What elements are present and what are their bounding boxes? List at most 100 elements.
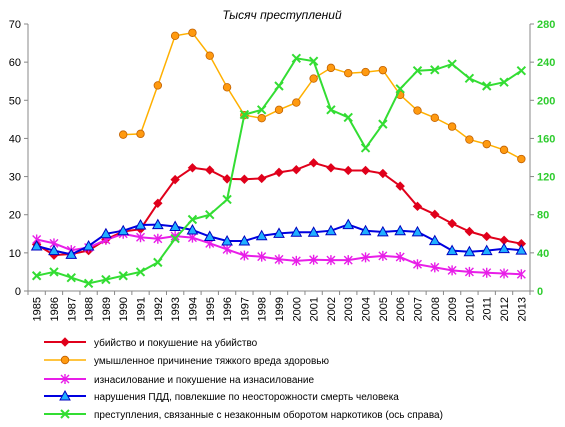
data-point xyxy=(464,266,474,277)
data-point xyxy=(343,255,353,266)
data-point xyxy=(274,81,284,91)
data-point xyxy=(119,130,128,139)
data-point xyxy=(83,278,94,289)
x-tick-label: 1985 xyxy=(32,297,44,321)
data-point xyxy=(66,272,76,283)
legend-label: изнасилование и покушение на изнасилован… xyxy=(94,375,315,386)
x-tick-label: 1998 xyxy=(257,297,269,321)
data-point xyxy=(430,113,439,123)
data-point xyxy=(153,81,163,90)
data-point xyxy=(464,73,475,84)
data-point xyxy=(447,122,457,131)
data-point xyxy=(291,53,302,64)
data-point xyxy=(447,265,457,276)
x-tick-label: 1993 xyxy=(170,297,182,321)
data-point xyxy=(239,174,250,184)
data-point xyxy=(239,250,249,261)
x-tick-label: 1999 xyxy=(274,297,286,321)
data-point xyxy=(187,214,198,225)
x-tick-label: 1994 xyxy=(187,297,199,321)
data-point xyxy=(203,230,216,241)
data-point xyxy=(412,66,423,76)
legend-marker xyxy=(60,374,70,384)
x-tick-label: 1988 xyxy=(84,297,96,321)
data-point xyxy=(516,269,526,280)
y-left-tick-label: 20 xyxy=(9,210,21,222)
data-point xyxy=(326,105,336,115)
data-point xyxy=(153,233,163,244)
x-tick-label: 2008 xyxy=(430,297,442,321)
y-left-tick-label: 40 xyxy=(9,133,21,145)
data-point xyxy=(430,65,440,75)
data-point xyxy=(447,218,457,229)
data-point xyxy=(430,262,440,273)
data-point xyxy=(326,63,336,73)
data-point xyxy=(257,251,267,262)
data-point xyxy=(222,174,232,184)
x-tick-label: 2011 xyxy=(482,297,494,321)
x-tick-label: 2001 xyxy=(309,297,321,321)
x-tick-label: 1997 xyxy=(239,297,251,321)
y-right-tick-label: 160 xyxy=(537,133,555,145)
data-point xyxy=(378,65,388,75)
data-point xyxy=(100,227,112,239)
data-point xyxy=(326,255,336,266)
series-4 xyxy=(31,53,527,289)
x-tick-label: 2007 xyxy=(412,297,424,321)
y-axis-right-ticks: 0 40 80 120 160 200 240 280 xyxy=(530,19,555,298)
data-point xyxy=(411,225,424,237)
data-point xyxy=(49,267,59,277)
data-point xyxy=(153,198,163,208)
legend-label: убийство и покушение на убийство xyxy=(94,337,258,349)
data-point xyxy=(344,69,353,78)
data-point xyxy=(482,81,492,91)
y-left-tick-label: 70 xyxy=(9,19,21,31)
data-point xyxy=(222,244,232,255)
y-right-tick-label: 200 xyxy=(537,95,555,107)
data-point xyxy=(482,267,492,278)
data-point xyxy=(516,66,527,76)
data-point xyxy=(30,239,43,251)
data-point xyxy=(274,105,284,115)
data-point xyxy=(361,252,371,263)
data-point xyxy=(517,154,526,164)
data-point xyxy=(412,201,423,212)
chart-title: Тысяч преступлений xyxy=(222,8,342,22)
data-point xyxy=(170,31,180,41)
data-point xyxy=(378,168,388,179)
y-left-tick-label: 30 xyxy=(9,172,21,184)
chart-legend: убийство и покушение на убийство умышленн… xyxy=(44,337,443,421)
legend-entry: убийство и покушение на убийство xyxy=(44,337,258,349)
data-point xyxy=(205,165,215,175)
data-point xyxy=(186,223,199,235)
data-point xyxy=(482,231,492,242)
data-point xyxy=(463,245,476,257)
data-point xyxy=(342,218,355,230)
data-point xyxy=(257,114,266,123)
data-point xyxy=(136,232,146,243)
series-3 xyxy=(30,218,528,259)
data-point xyxy=(65,248,78,259)
data-point xyxy=(430,209,440,220)
data-point xyxy=(101,274,111,285)
data-point xyxy=(169,220,181,232)
x-tick-label: 2013 xyxy=(516,297,528,321)
data-point xyxy=(394,224,407,236)
x-tick-label: 1989 xyxy=(101,297,113,321)
legend-label: преступления, связанные с незаконным обо… xyxy=(94,409,443,421)
data-point xyxy=(256,105,267,115)
data-point xyxy=(395,84,405,94)
plot-area xyxy=(30,28,528,289)
data-point xyxy=(413,106,422,115)
data-point xyxy=(515,244,528,255)
data-point xyxy=(447,59,457,69)
data-point xyxy=(361,67,370,77)
data-point xyxy=(428,234,441,246)
data-point xyxy=(499,268,509,279)
data-point xyxy=(48,244,60,256)
series-0 xyxy=(31,158,527,260)
x-tick-label: 2000 xyxy=(291,297,303,321)
data-point xyxy=(326,163,336,173)
y-left-tick-label: 10 xyxy=(9,248,21,260)
data-point xyxy=(292,98,301,107)
